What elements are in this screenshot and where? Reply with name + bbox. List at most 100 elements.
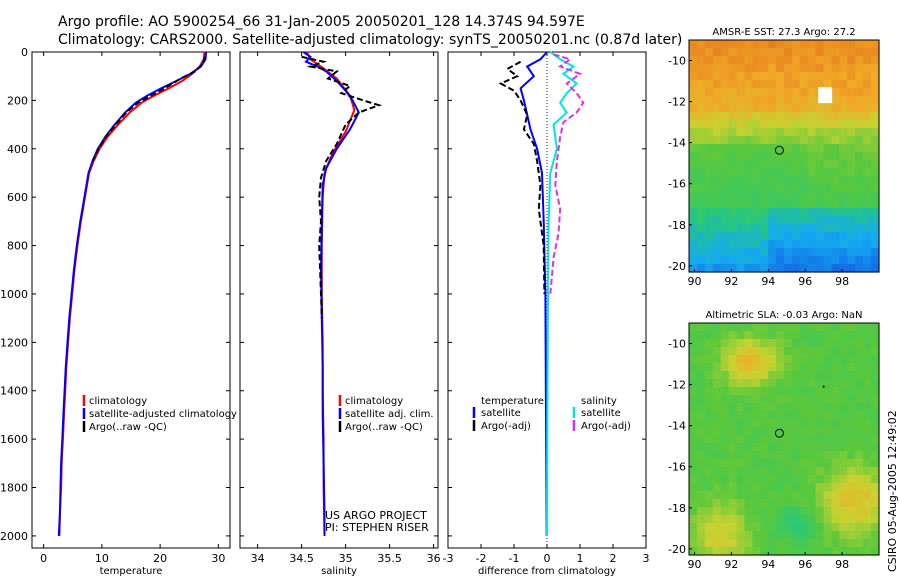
map-cell bbox=[823, 248, 833, 257]
map-cell bbox=[823, 499, 833, 508]
map-cell bbox=[696, 475, 706, 484]
map-cell bbox=[823, 240, 833, 249]
map-cell bbox=[776, 427, 785, 436]
map-cell bbox=[728, 144, 738, 153]
map-cell bbox=[807, 184, 817, 193]
map-cell bbox=[768, 475, 777, 484]
map-cell bbox=[696, 40, 706, 49]
map-cell bbox=[784, 379, 793, 388]
map-cell bbox=[760, 507, 769, 516]
map-cell bbox=[815, 184, 825, 193]
map-cell bbox=[847, 240, 856, 249]
map-cell bbox=[839, 467, 848, 476]
map-cell bbox=[760, 112, 769, 121]
map-cell bbox=[823, 64, 833, 73]
map-cell bbox=[831, 515, 841, 524]
map-cell bbox=[776, 224, 785, 233]
map-cell bbox=[784, 232, 793, 241]
map-cell bbox=[784, 96, 793, 105]
map-cell bbox=[871, 72, 880, 81]
map-cell bbox=[752, 72, 761, 81]
map-cell bbox=[696, 387, 706, 396]
x-tick-label: 36 bbox=[427, 552, 441, 565]
map-cell bbox=[696, 467, 706, 476]
map-cell bbox=[689, 443, 698, 452]
map-cell bbox=[807, 451, 817, 460]
y-tick-label: -14 bbox=[668, 137, 686, 150]
map-cell bbox=[863, 427, 872, 436]
map-cell bbox=[831, 499, 841, 508]
map-cell bbox=[760, 475, 769, 484]
map-cell bbox=[815, 355, 825, 364]
map-cell bbox=[871, 104, 880, 113]
y-tick-label: 1600 bbox=[0, 433, 28, 446]
map-cell bbox=[784, 224, 793, 233]
x-tick-label: -3 bbox=[443, 552, 454, 565]
x-tick-label: -2 bbox=[476, 552, 487, 565]
map-cell bbox=[815, 371, 825, 380]
map-cell bbox=[752, 539, 761, 548]
map-cell bbox=[689, 168, 698, 177]
map-cell bbox=[784, 507, 793, 516]
map-cell bbox=[752, 515, 761, 524]
map-cell bbox=[863, 224, 872, 233]
missing-data-patch bbox=[818, 87, 833, 104]
map-cell bbox=[736, 64, 746, 73]
map-cell bbox=[823, 467, 833, 476]
map-cell bbox=[855, 363, 864, 372]
map-cell bbox=[791, 467, 801, 476]
map-cell bbox=[823, 144, 833, 153]
map-cell bbox=[807, 475, 817, 484]
map-cell bbox=[831, 547, 841, 556]
map-cell bbox=[712, 539, 722, 548]
map-cell bbox=[728, 475, 738, 484]
map-cell bbox=[704, 256, 714, 265]
map-cell bbox=[689, 515, 698, 524]
map-cell bbox=[689, 531, 698, 540]
map-cell bbox=[776, 515, 785, 524]
map-cell bbox=[728, 256, 738, 265]
map-cell bbox=[760, 451, 769, 460]
map-cell bbox=[712, 355, 722, 364]
map-cell bbox=[799, 547, 809, 556]
map-cell bbox=[768, 136, 777, 145]
map-cell bbox=[839, 483, 848, 492]
map-cell bbox=[728, 248, 738, 257]
map-cell bbox=[752, 144, 761, 153]
map-cell bbox=[760, 152, 769, 161]
map-cell bbox=[736, 467, 746, 476]
x-tick-label: 92 bbox=[724, 558, 738, 571]
map-cell bbox=[831, 184, 841, 193]
map-cell bbox=[744, 80, 753, 89]
map-cell bbox=[696, 128, 706, 137]
map-cell bbox=[784, 64, 793, 73]
x-tick-label: 0 bbox=[40, 552, 47, 565]
map-cell bbox=[712, 160, 722, 169]
map-cell bbox=[815, 547, 825, 556]
map-cell bbox=[704, 523, 714, 532]
map-cell bbox=[696, 136, 706, 145]
map-cell bbox=[744, 72, 753, 81]
map-cell bbox=[744, 160, 753, 169]
map-cell bbox=[744, 152, 753, 161]
map-cell bbox=[847, 128, 856, 137]
map-cell bbox=[863, 435, 872, 444]
map-cell bbox=[768, 104, 777, 113]
map-cell bbox=[712, 168, 722, 177]
map-cell bbox=[720, 395, 730, 404]
map-cell bbox=[871, 443, 880, 452]
map-cell bbox=[760, 419, 769, 428]
map-cell bbox=[815, 331, 825, 340]
map-cell bbox=[712, 387, 722, 396]
map-cell bbox=[704, 459, 714, 468]
map-cell bbox=[728, 240, 738, 249]
map-cell bbox=[728, 339, 738, 348]
map-cell bbox=[799, 128, 809, 137]
map-cell bbox=[712, 491, 722, 500]
map-cell bbox=[863, 88, 872, 97]
map-cell bbox=[815, 136, 825, 145]
map-cell bbox=[744, 387, 753, 396]
map-cell bbox=[807, 208, 817, 217]
map-cell bbox=[736, 379, 746, 388]
map-cell bbox=[704, 435, 714, 444]
